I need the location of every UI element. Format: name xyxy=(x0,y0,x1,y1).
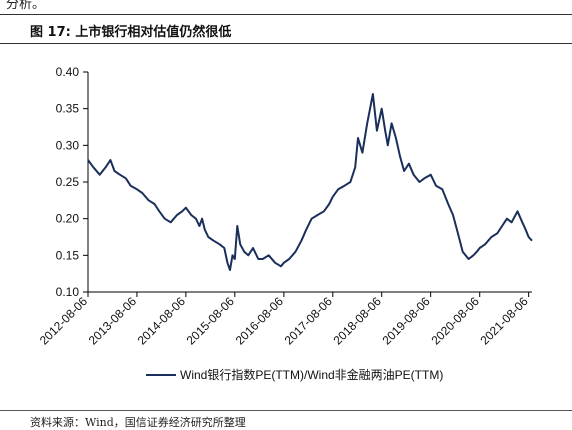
y-tick-label: 0.15 xyxy=(56,248,80,262)
y-tick-label: 0.10 xyxy=(56,285,80,299)
legend: Wind银行指数PE(TTM)/Wind非金融两油PE(TTM) xyxy=(146,367,443,382)
line-chart: 0.100.150.200.250.300.350.40 2012-08-062… xyxy=(37,65,533,382)
x-tick-label: 2012-08-06 xyxy=(37,294,91,348)
x-tick-label: 2020-08-06 xyxy=(429,294,483,348)
x-tick-label: 2013-08-06 xyxy=(86,294,140,348)
x-tick-label: 2015-08-06 xyxy=(184,294,238,348)
legend-label-0: Wind银行指数PE(TTM)/Wind非金融两油PE(TTM) xyxy=(180,367,443,382)
x-tick-label: 2019-08-06 xyxy=(379,294,433,348)
series-line-0 xyxy=(87,93,533,271)
source-note: 资料来源：Wind，国信证券经济研究所整理 xyxy=(0,410,572,430)
y-axis: 0.10 0.15 0.20 0.25 0.30 0.35 0.40 xyxy=(56,65,89,299)
preceding-text-fragment: 分析。 xyxy=(6,0,46,12)
figure-header: 图 17: 上市银行相对估值仍然很低 xyxy=(0,14,572,44)
y-tick-label: 0.25 xyxy=(56,175,80,189)
y-tick-label: 0.40 xyxy=(56,65,80,79)
x-tick-label: 2016-08-06 xyxy=(233,294,287,348)
series-layer xyxy=(87,93,533,271)
x-tick-label: 2017-08-06 xyxy=(282,294,336,348)
source-text: 资料来源：Wind，国信证券经济研究所整理 xyxy=(30,416,246,429)
y-tick-label: 0.20 xyxy=(56,212,80,226)
x-tick-label: 2014-08-06 xyxy=(135,294,189,348)
y-tick-label: 0.35 xyxy=(56,102,80,116)
x-tick-label: 2018-08-06 xyxy=(331,294,385,348)
x-tick-label: 2021-08-06 xyxy=(477,294,531,348)
y-tick-label: 0.30 xyxy=(56,138,80,152)
figure-title: 图 17: 上市银行相对估值仍然很低 xyxy=(30,25,232,40)
x-axis: 2012-08-062013-08-062014-08-062015-08-06… xyxy=(37,291,532,348)
